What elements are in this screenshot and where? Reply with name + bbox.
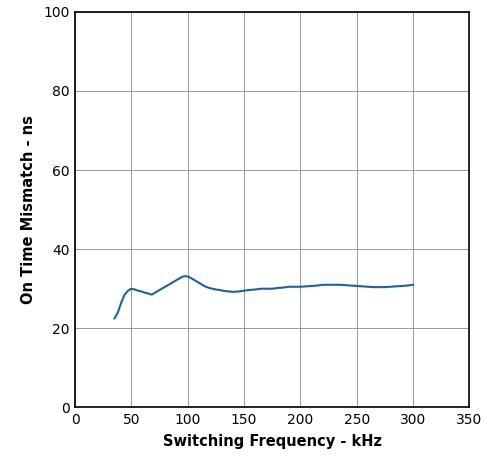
Y-axis label: On Time Mismatch - ns: On Time Mismatch - ns (21, 115, 36, 304)
X-axis label: Switching Frequency - kHz: Switching Frequency - kHz (163, 434, 382, 449)
